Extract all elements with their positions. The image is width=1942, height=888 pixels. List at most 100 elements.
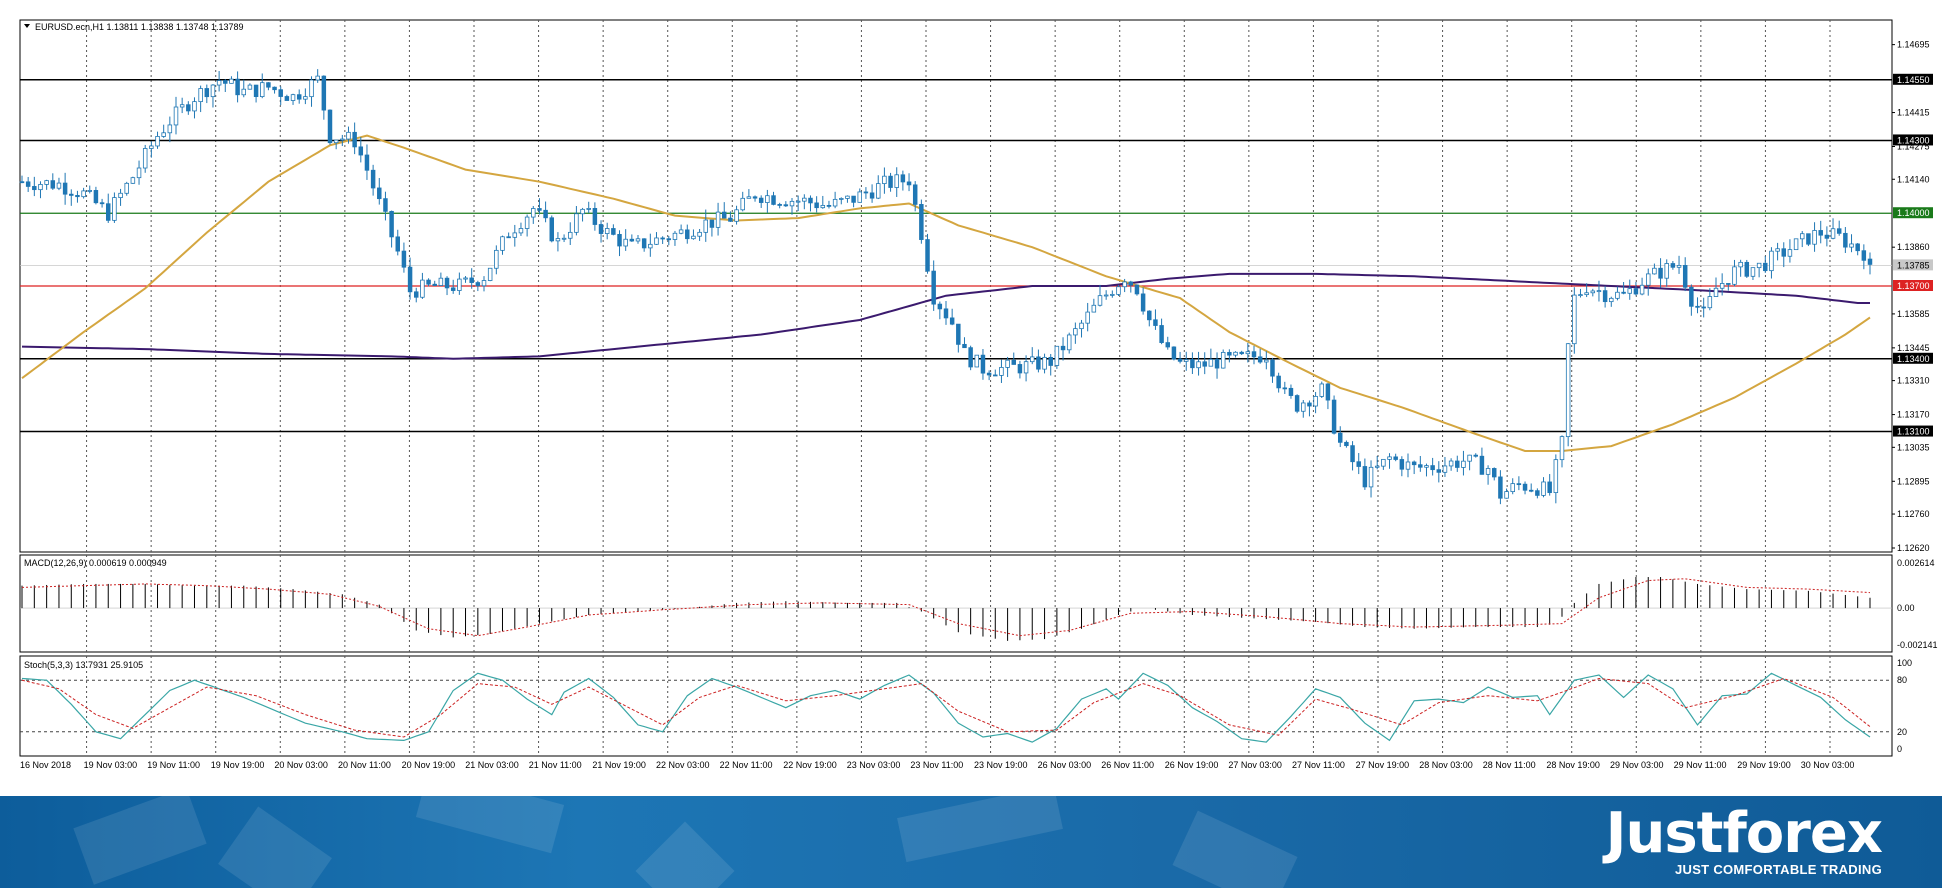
bull-candle	[241, 88, 247, 96]
bear-candle	[1177, 358, 1183, 362]
bear-candle	[444, 277, 450, 289]
time-tick-label: 22 Nov 03:00	[656, 760, 710, 770]
bear-candle	[1867, 258, 1873, 265]
bull-candle	[586, 208, 591, 210]
bull-candle	[1405, 461, 1411, 470]
bull-candle	[1787, 249, 1793, 257]
bear-candle	[752, 196, 758, 199]
bear-candle	[93, 190, 99, 204]
level-tag	[1893, 73, 1933, 85]
bear-candle	[771, 195, 776, 205]
bull-candle	[1461, 460, 1466, 468]
bear-candle	[1498, 476, 1503, 499]
bull-candle	[487, 267, 493, 281]
bull-candle	[1799, 233, 1805, 240]
bull-candle	[130, 177, 136, 184]
time-tick-label: 27 Nov 03:00	[1228, 760, 1282, 770]
time-tick-label: 28 Nov 03:00	[1419, 760, 1473, 770]
stoch-panel	[19, 655, 1893, 757]
bull-candle	[518, 228, 524, 234]
bull-candle	[333, 139, 339, 144]
bull-candle	[1719, 283, 1725, 289]
bull-candle	[290, 94, 296, 101]
bear-candle	[1239, 351, 1244, 355]
bear-candle	[1522, 483, 1528, 491]
bull-candle	[894, 174, 899, 188]
trading-chart: 1.14695 1.14415 1.14275 1.14140 1.13860 1.135…	[19, 19, 1938, 770]
bull-candle	[247, 84, 253, 90]
level-tag-label: 1.14550	[1897, 75, 1930, 85]
bull-candle	[1627, 288, 1633, 294]
macd-panel	[19, 554, 1893, 653]
bear-candle	[1294, 395, 1300, 412]
bear-candle	[1806, 233, 1811, 245]
bear-candle	[598, 224, 604, 234]
price-tick-label: 1.14275	[1897, 142, 1930, 152]
bear-candle	[377, 187, 382, 200]
bull-candle	[1553, 459, 1559, 494]
axis-labels: 1.14695 1.14415 1.14275 1.14140 1.13860 1.135…	[20, 40, 1938, 770]
bull-candle	[802, 197, 807, 202]
bull-candle	[691, 235, 696, 240]
stochastic-indicator	[21, 672, 1871, 743]
time-tick-label: 28 Nov 11:00	[1483, 760, 1536, 770]
bear-candle	[1307, 402, 1312, 407]
bear-candle	[919, 204, 924, 240]
bear-candle	[863, 191, 869, 194]
bear-candle	[450, 287, 456, 291]
bull-candle	[1079, 322, 1084, 330]
bull-candle	[1584, 292, 1589, 296]
bear-candle	[105, 203, 111, 221]
bull-candle	[1738, 261, 1743, 268]
bull-candle	[1023, 361, 1029, 374]
bear-candle	[1473, 454, 1479, 457]
bear-candle	[1658, 267, 1663, 279]
bear-candle	[906, 181, 912, 186]
bear-candle	[1516, 483, 1522, 486]
bear-candle	[253, 84, 259, 98]
bull-candle	[1732, 266, 1737, 285]
bear-candle	[1602, 290, 1608, 303]
bear-candle	[432, 283, 437, 286]
bear-candle	[993, 374, 998, 377]
macd-signal-line	[21, 578, 1871, 637]
bear-candle	[1528, 489, 1534, 492]
bull-candle	[494, 249, 499, 269]
bull-candle	[1122, 281, 1127, 288]
bull-candle	[259, 82, 265, 98]
bear-candle	[1763, 262, 1768, 272]
time-tick-label: 16 Nov 2018	[20, 760, 71, 770]
bull-candle	[654, 237, 659, 245]
symbol-info: EURUSD.ecn,H1 1.13811 1.13838 1.13748 1.…	[35, 22, 244, 32]
triangle-down-icon[interactable]	[24, 24, 30, 28]
bull-candle	[1664, 263, 1669, 279]
bull-candle	[524, 216, 530, 229]
bull-candle	[149, 145, 154, 149]
bull-candle	[623, 238, 628, 247]
bull-candle	[1676, 265, 1682, 268]
bull-candle	[463, 277, 468, 280]
bear-candle	[1633, 288, 1639, 295]
level-tag-label: 1.14000	[1897, 208, 1930, 218]
bull-candle	[303, 96, 308, 100]
price-tick-label: 1.13170	[1897, 410, 1930, 420]
bear-candle	[1344, 441, 1349, 447]
bull-candle	[1442, 465, 1448, 473]
bull-candle	[703, 219, 709, 233]
macd-tick-label: 0.00	[1897, 603, 1915, 613]
bull-candle	[438, 277, 444, 286]
macd-tick-label: -0.002141	[1897, 640, 1938, 650]
bear-candle	[1060, 345, 1066, 351]
bull-candle	[38, 184, 43, 191]
decor-shape	[415, 796, 565, 854]
bull-candle	[1233, 351, 1238, 356]
brand-banner: Justforex JUST COMFORTABLE TRADING	[0, 796, 1942, 888]
bear-candle	[956, 323, 961, 345]
bear-candle	[1214, 358, 1220, 369]
bull-candle	[734, 209, 739, 222]
time-tick-label: 29 Nov 19:00	[1737, 760, 1791, 770]
price-tick-label: 1.14695	[1897, 40, 1930, 50]
bear-candle	[549, 217, 555, 242]
candles	[19, 69, 1873, 505]
bull-candle	[1208, 358, 1214, 367]
